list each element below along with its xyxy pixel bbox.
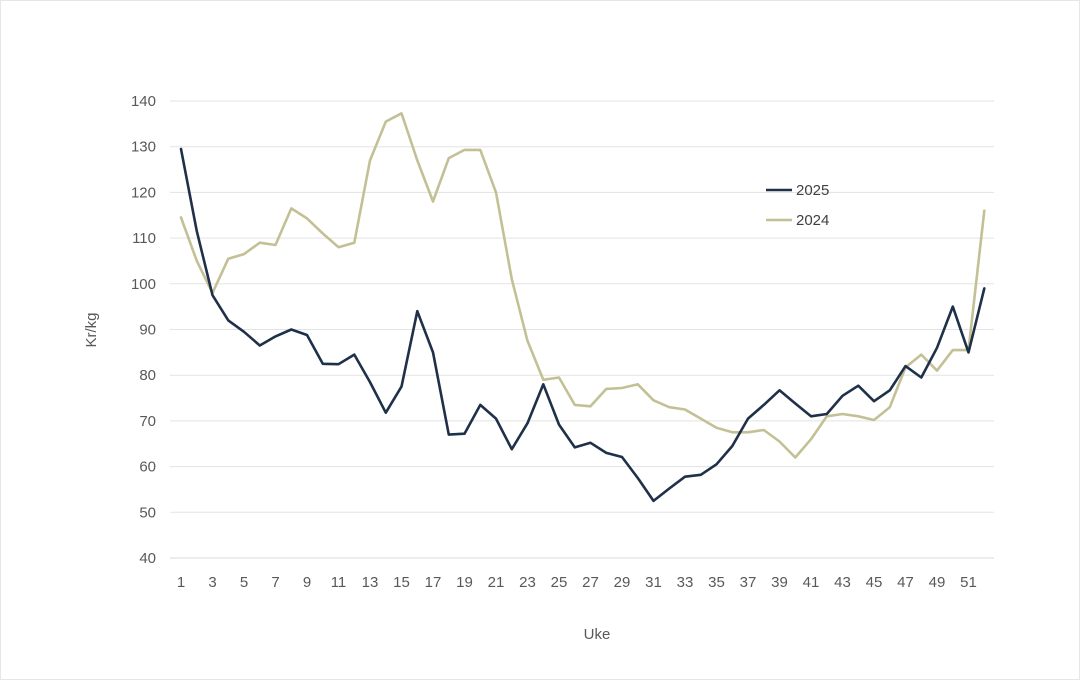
y-tick-label-60: 60 <box>139 459 156 476</box>
x-tick-label-3: 3 <box>208 574 216 591</box>
y-tick-label-90: 90 <box>139 322 156 339</box>
x-tick-label-49: 49 <box>929 574 946 591</box>
x-tick-label-7: 7 <box>271 574 279 591</box>
y-tick-label-120: 120 <box>131 184 156 201</box>
x-tick-label-17: 17 <box>425 574 442 591</box>
x-tick-label-11: 11 <box>331 574 347 591</box>
y-tick-label-130: 130 <box>131 139 156 156</box>
x-tick-label-29: 29 <box>614 574 631 591</box>
x-tick-label-41: 41 <box>803 574 820 591</box>
x-tick-label-13: 13 <box>362 574 379 591</box>
x-tick-label-23: 23 <box>519 574 536 591</box>
y-tick-label-140: 140 <box>131 93 156 110</box>
gridlines <box>170 100 994 513</box>
x-tick-label-1: 1 <box>177 574 185 591</box>
y-tick-label-100: 100 <box>131 276 156 293</box>
x-tick-label-25: 25 <box>551 574 568 591</box>
y-axis-label: Kr/kg <box>83 312 100 347</box>
x-tick-label-19: 19 <box>456 574 473 591</box>
series-line-2024 <box>179 112 986 459</box>
legend: 2025 2024 <box>766 182 829 229</box>
x-axis-label: Uke <box>584 626 611 643</box>
x-axis-ticks: 1 3 5 7 9 11 13 15 17 19 21 23 25 27 29 31 33 35 37 39 41 43 4… <box>177 574 977 591</box>
x-tick-label-37: 37 <box>740 574 757 591</box>
legend-label-2025: 2025 <box>796 182 829 199</box>
legend-label-2024: 2024 <box>796 212 829 229</box>
x-tick-label-27: 27 <box>582 574 599 591</box>
x-tick-label-21: 21 <box>488 574 505 591</box>
x-tick-label-43: 43 <box>834 574 851 591</box>
x-tick-label-47: 47 <box>897 574 914 591</box>
x-tick-label-35: 35 <box>708 574 725 591</box>
y-tick-label-110: 110 <box>132 230 156 247</box>
series-line-2025 <box>179 147 986 503</box>
x-tick-label-33: 33 <box>677 574 694 591</box>
x-tick-label-45: 45 <box>866 574 883 591</box>
y-tick-label-50: 50 <box>139 504 156 521</box>
x-tick-label-5: 5 <box>240 574 248 591</box>
x-tick-label-31: 31 <box>645 574 662 591</box>
y-tick-label-80: 80 <box>139 367 156 384</box>
x-tick-label-51: 51 <box>960 574 977 591</box>
x-tick-label-9: 9 <box>303 574 311 591</box>
x-tick-label-39: 39 <box>771 574 788 591</box>
y-axis-ticks: 40 50 60 70 80 90 100 110 120 130 140 <box>131 93 156 567</box>
y-tick-label-40: 40 <box>139 550 156 567</box>
x-tick-label-15: 15 <box>393 574 410 591</box>
series-lines <box>179 112 986 503</box>
y-tick-label-70: 70 <box>139 413 156 430</box>
